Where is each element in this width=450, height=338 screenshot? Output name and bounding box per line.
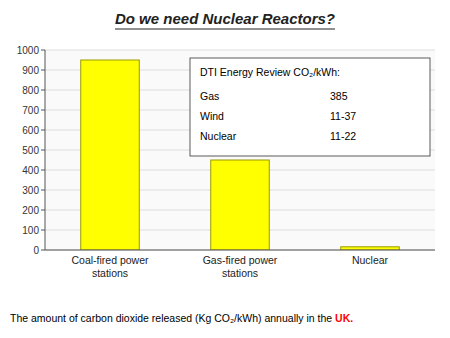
annotation-label: Gas <box>200 90 219 102</box>
y-tick-label: 0 <box>33 245 39 256</box>
x-tick-label: Nuclear <box>352 254 389 266</box>
caption: The amount of carbon dioxide released (K… <box>10 312 353 324</box>
annotation-label: Wind <box>200 110 224 122</box>
title: Do we need Nuclear Reactors? <box>115 10 335 27</box>
annotation-box: DTI Energy Review CO₂/kWh: Gas 385 Wind 11-3… <box>190 58 430 156</box>
x-axis <box>45 250 435 251</box>
grid-line <box>45 250 435 251</box>
y-tick-label: 300 <box>22 185 39 196</box>
caption-part: UK. <box>335 312 353 324</box>
y-tick <box>41 190 45 191</box>
annotation-value: 11-37 <box>330 110 356 122</box>
y-tick <box>41 250 45 251</box>
y-tick <box>41 170 45 171</box>
y-tick <box>41 150 45 151</box>
annotation-value: 11-22 <box>330 130 356 142</box>
title-underline <box>115 28 335 29</box>
x-tick-label: Coal-fired powerstations <box>71 254 149 279</box>
y-tick <box>41 70 45 71</box>
chart: Do we need Nuclear Reactors? 0 100 200 300 40… <box>0 0 450 338</box>
bar <box>211 160 270 250</box>
y-tick-label: 800 <box>22 85 39 96</box>
y-tick <box>41 110 45 111</box>
bar <box>81 60 140 250</box>
grid <box>45 50 435 250</box>
grid-line <box>45 50 435 51</box>
y-tick-label: 100 <box>22 225 39 236</box>
y-tick <box>41 130 45 131</box>
y-tick <box>41 90 45 91</box>
caption-part: The amount of carbon dioxide released (K… <box>10 312 335 324</box>
y-tick-label: 1000 <box>17 45 40 56</box>
x-tick-label: Gas-fired powerstations <box>203 254 278 279</box>
y-axis <box>45 50 46 250</box>
annotation-title: DTI Energy Review CO₂/kWh: <box>200 66 340 78</box>
annotation-value: 385 <box>330 90 348 102</box>
y-tick <box>41 210 45 211</box>
y-tick-label: 600 <box>22 125 39 136</box>
y-tick-label: 200 <box>22 205 39 216</box>
annotation-frame <box>190 58 430 156</box>
annotation-label: Nuclear <box>200 130 237 142</box>
y-tick <box>41 50 45 51</box>
y-tick-label: 400 <box>22 165 39 176</box>
y-tick-label: 900 <box>22 65 39 76</box>
y-tick <box>41 230 45 231</box>
y-tick-label: 700 <box>22 105 39 116</box>
plot-area <box>45 50 435 250</box>
y-tick-label: 500 <box>22 145 39 156</box>
